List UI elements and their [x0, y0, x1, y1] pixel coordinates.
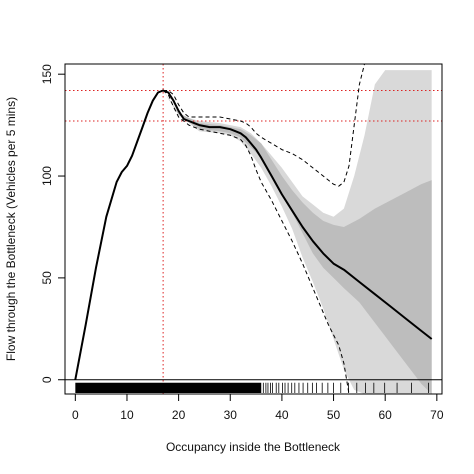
x-tick-label: 40 — [275, 408, 289, 422]
fitted-curve — [74, 89, 433, 380]
rug-dense-block — [75, 382, 262, 393]
reference-lines — [65, 64, 442, 394]
y-tick-label: 50 — [40, 271, 54, 285]
x-tick-label: 30 — [224, 408, 238, 422]
x-tick-label: 0 — [72, 408, 79, 422]
rug-marks — [75, 382, 429, 393]
confidence-bands — [163, 70, 432, 395]
plot-frame — [64, 63, 443, 395]
x-tick-label: 20 — [172, 408, 186, 422]
x-tick-label: 50 — [327, 408, 341, 422]
y-tick-label: 0 — [40, 376, 54, 383]
y-axis-label: Flow through the Bottleneck (Vehicles pe… — [4, 97, 18, 361]
bound-curve-1 — [163, 63, 365, 187]
bound-curve-2 — [162, 90, 350, 395]
series-lines — [74, 63, 433, 395]
y-tick-label: 100 — [40, 166, 54, 186]
y-axis: 0 50 100 150 — [40, 64, 66, 383]
x-tick-label: 70 — [430, 408, 444, 422]
y-tick-label: 150 — [40, 64, 54, 84]
x-axis: 0 10 20 30 40 50 60 70 — [72, 393, 444, 422]
x-tick-label: 60 — [379, 408, 393, 422]
confidence-band-1 — [163, 70, 432, 394]
x-tick-label: 10 — [120, 408, 134, 422]
x-axis-label: Occupancy inside the Bottleneck — [166, 440, 341, 454]
